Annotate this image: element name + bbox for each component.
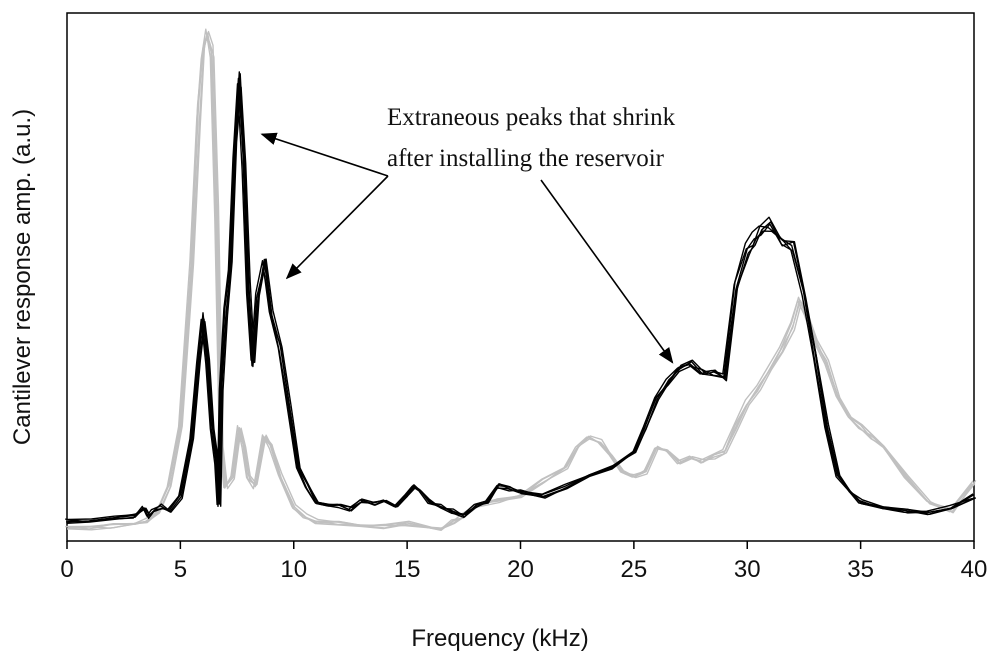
series-1-trace-4 [68, 38, 977, 531]
x-tick-label-20: 20 [507, 556, 534, 583]
x-tick-label-35: 35 [847, 556, 874, 583]
annotation-group: Extraneous peaks that shrink after insta… [260, 104, 676, 364]
x-tick-label-15: 15 [394, 556, 421, 583]
annotation-arrow-1 [285, 175, 389, 280]
series-0-trace-3 [67, 73, 976, 522]
y-axis-label: Cantilever response amp. (a.u.) [9, 109, 36, 445]
annotation-arrow-2 [540, 179, 674, 364]
x-axis: 0 5 10 15 20 25 30 35 40 [60, 541, 987, 583]
x-tick-label-25: 25 [621, 556, 648, 583]
series-layer [65, 28, 977, 531]
series-0-trace-4 [68, 86, 977, 521]
x-tick-label-10: 10 [280, 556, 307, 583]
annotation-line-2: after installing the reservoir [387, 145, 665, 172]
series-1-trace-2 [66, 32, 975, 531]
series-1-trace-3 [67, 30, 976, 530]
annotation-arrow-0 [260, 132, 389, 177]
x-axis-label: Frequency (kHz) [411, 625, 588, 652]
series-0 [65, 71, 977, 524]
x-tick-label-0: 0 [60, 556, 73, 583]
plot-area [66, 12, 975, 542]
x-tick-label-40: 40 [961, 556, 988, 583]
annotation-line-1: Extraneous peaks that shrink [387, 104, 676, 131]
x-tick-label-30: 30 [734, 556, 761, 583]
x-tick-label-5: 5 [174, 556, 187, 583]
series-1 [65, 28, 977, 531]
